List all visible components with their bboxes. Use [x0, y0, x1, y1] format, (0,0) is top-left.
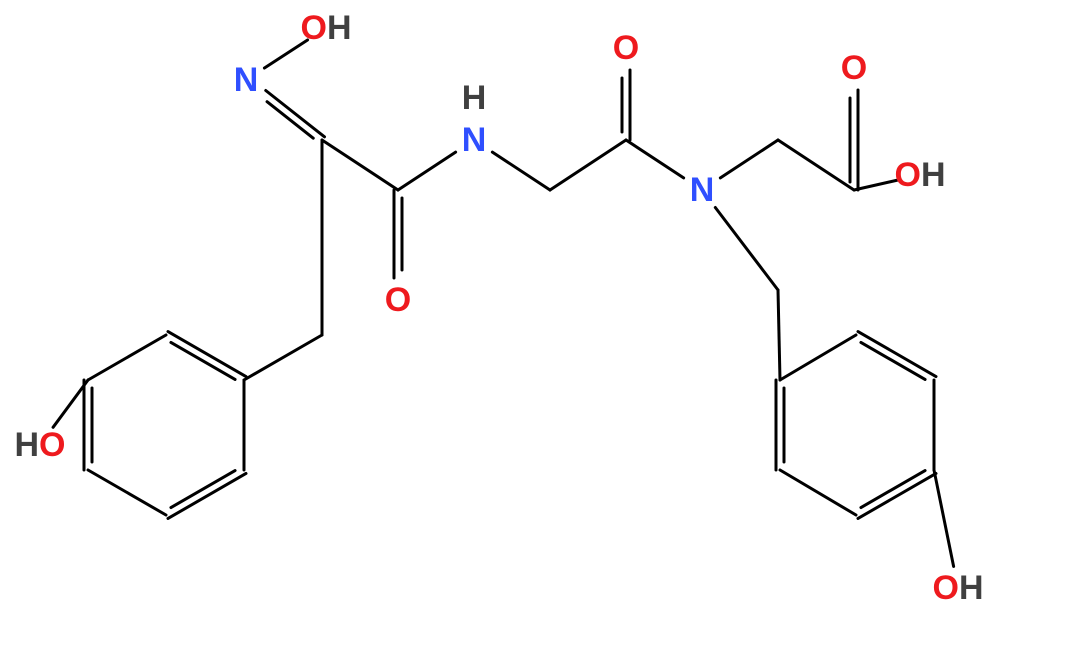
- atom-label-oh: OH: [894, 156, 945, 194]
- atom-label-n: N: [690, 171, 715, 209]
- atom-label-ho: HO: [14, 426, 65, 464]
- atom-label-n: N: [234, 61, 259, 99]
- atom-label-oh: OH: [932, 569, 983, 607]
- atom-label-o: O: [841, 49, 867, 87]
- atom-label-h: H: [462, 79, 487, 117]
- atom-label-oh: OH: [300, 9, 351, 47]
- atom-label-n: N: [462, 121, 487, 159]
- atom-label-o: O: [613, 29, 639, 67]
- atom-label-o: O: [385, 281, 411, 319]
- molecule-diagram: HONOHONHONOOHOH: [0, 0, 1077, 671]
